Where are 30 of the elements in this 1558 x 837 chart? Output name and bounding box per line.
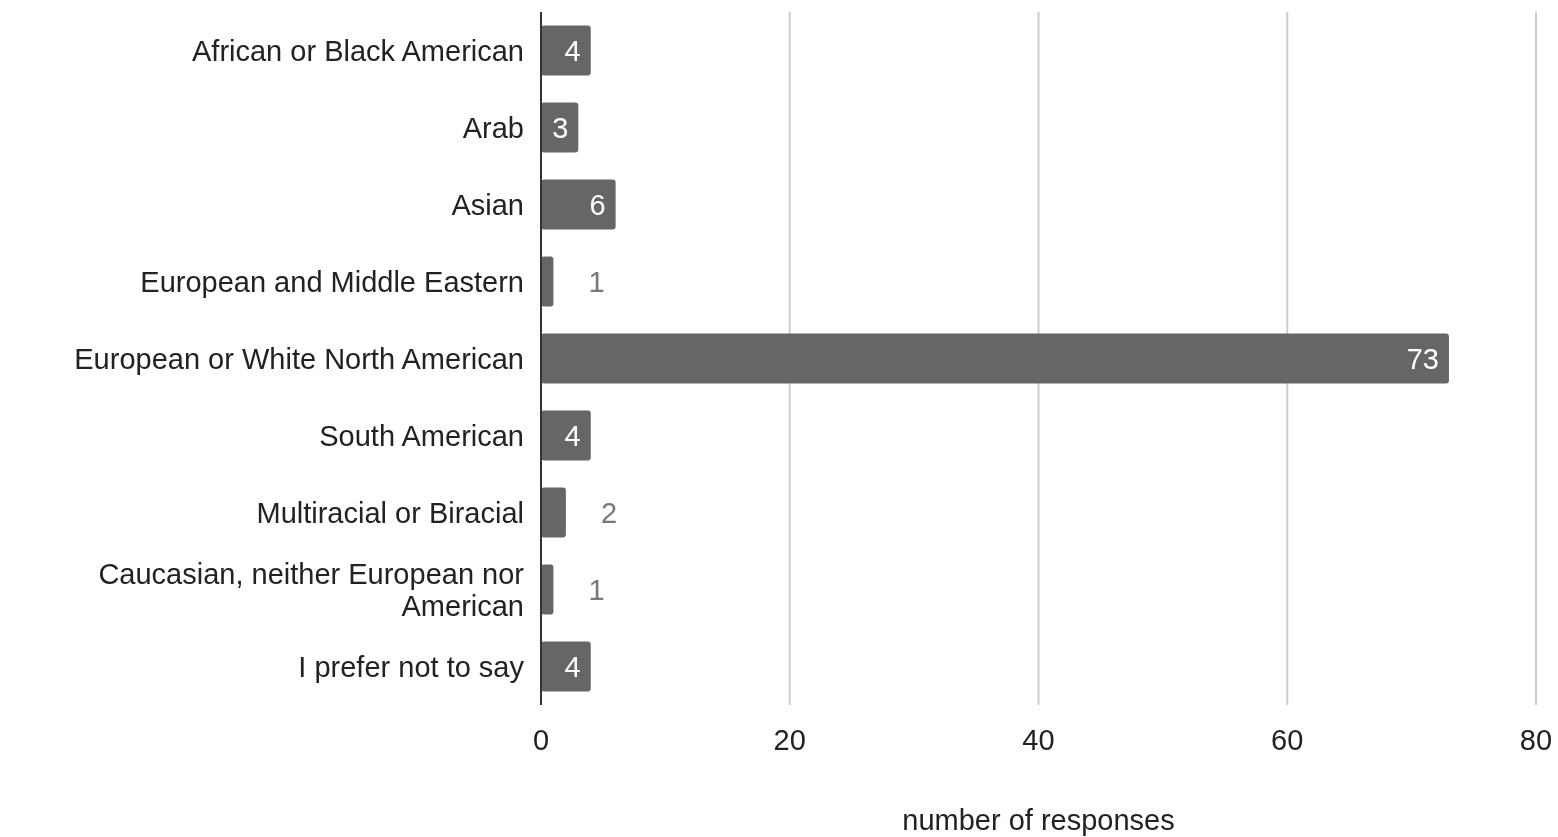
data-label: 4 xyxy=(564,34,581,67)
data-label: 73 xyxy=(1406,342,1439,375)
x-tick-label: 0 xyxy=(532,724,550,756)
x-tick-label: 40 xyxy=(1022,724,1055,756)
data-label: 6 xyxy=(589,188,606,221)
y-tick-label: Multiracial or Biracial xyxy=(256,496,524,529)
x-tick-label: 80 xyxy=(1519,724,1553,756)
x-tick-label: 60 xyxy=(1271,724,1304,756)
bar xyxy=(541,410,591,461)
y-tick-label: I prefer not to say xyxy=(298,650,525,683)
data-label: 4 xyxy=(564,650,581,683)
bar xyxy=(541,333,1449,384)
x-axis-title: number of responses xyxy=(902,804,1175,836)
y-tick-label: European or White North American xyxy=(74,342,524,375)
data-label: 2 xyxy=(600,496,618,529)
y-tick-label: Asian xyxy=(451,188,524,221)
y-tick-label: African or Black American xyxy=(191,34,524,67)
bar xyxy=(541,179,616,230)
data-label: 4 xyxy=(564,419,581,452)
y-tick-label: Caucasian, neither European nor American xyxy=(98,557,525,622)
bar xyxy=(541,487,566,538)
bar xyxy=(541,641,591,692)
bar xyxy=(541,25,591,76)
data-label: 1 xyxy=(588,265,605,298)
y-tick-label: South American xyxy=(319,419,524,452)
y-tick-label: Arab xyxy=(462,111,524,144)
y-tick-label: European and Middle Eastern xyxy=(140,265,524,298)
data-label: 3 xyxy=(552,111,569,144)
data-label: 1 xyxy=(588,573,605,606)
x-tick-label: 20 xyxy=(773,724,806,756)
